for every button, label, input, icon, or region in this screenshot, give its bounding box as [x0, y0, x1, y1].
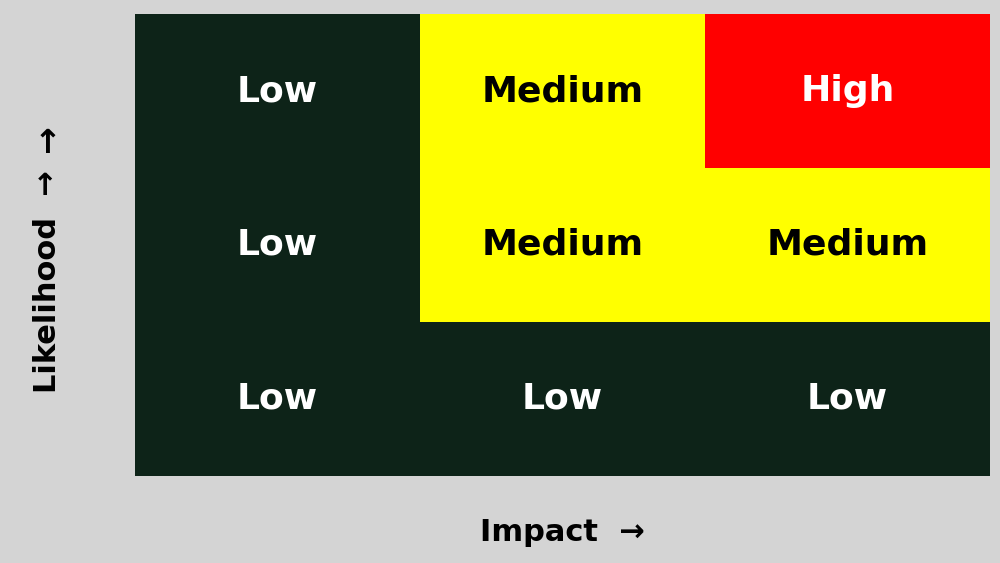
Text: High: High: [800, 74, 895, 108]
Bar: [705, 322, 990, 476]
Bar: [135, 168, 420, 322]
Bar: [705, 14, 990, 168]
Text: Medium: Medium: [481, 74, 644, 108]
Bar: [135, 14, 420, 168]
Text: Likelihood  →: Likelihood →: [33, 171, 63, 393]
Text: Low: Low: [522, 382, 603, 416]
Bar: [135, 322, 420, 476]
Text: Medium: Medium: [766, 228, 929, 262]
Text: ↑: ↑: [34, 127, 62, 160]
Text: Impact  →: Impact →: [480, 517, 645, 547]
Bar: [705, 168, 990, 322]
Bar: [420, 322, 705, 476]
Text: Low: Low: [237, 74, 318, 108]
Text: Low: Low: [807, 382, 888, 416]
Text: Low: Low: [237, 228, 318, 262]
Bar: [420, 14, 705, 168]
Bar: [420, 168, 705, 322]
Text: Medium: Medium: [481, 228, 644, 262]
Text: Low: Low: [237, 382, 318, 416]
